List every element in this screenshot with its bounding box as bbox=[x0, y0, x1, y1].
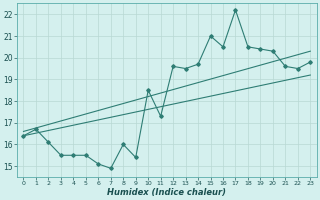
X-axis label: Humidex (Indice chaleur): Humidex (Indice chaleur) bbox=[108, 188, 226, 197]
